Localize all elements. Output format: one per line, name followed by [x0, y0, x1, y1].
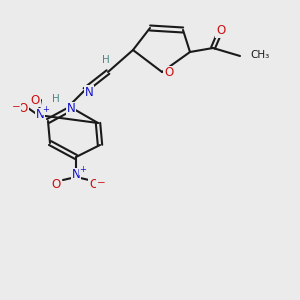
Text: N: N — [36, 109, 44, 122]
Text: O: O — [51, 178, 61, 190]
Text: N: N — [72, 169, 80, 182]
Text: H: H — [52, 94, 60, 104]
Text: O: O — [89, 178, 99, 190]
Text: +: + — [80, 166, 86, 175]
Text: N: N — [67, 103, 75, 116]
Text: O: O — [216, 25, 226, 38]
Text: CH₃: CH₃ — [250, 50, 269, 60]
Text: H: H — [102, 55, 110, 65]
Text: O: O — [18, 101, 28, 115]
Text: N: N — [85, 85, 93, 98]
Text: O: O — [164, 67, 174, 80]
Text: O: O — [30, 94, 40, 106]
Text: −: − — [97, 178, 105, 188]
Text: −: − — [12, 102, 20, 112]
Text: +: + — [43, 106, 50, 115]
